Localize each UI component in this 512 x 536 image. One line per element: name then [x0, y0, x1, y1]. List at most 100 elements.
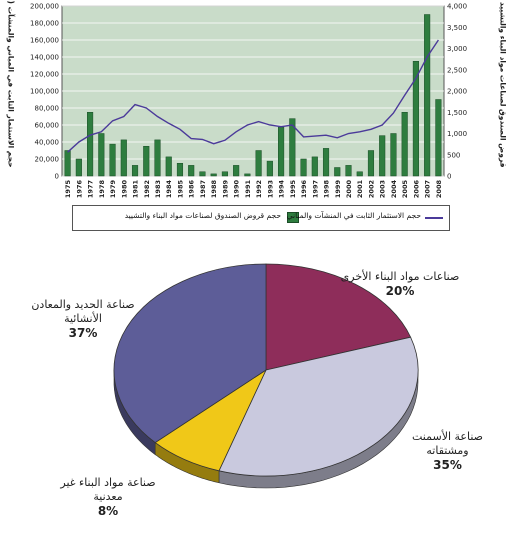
pie-label-iron-pct: 37%: [68, 326, 98, 340]
bar: [379, 135, 386, 177]
legend-swatch-line: [425, 217, 443, 219]
bar: [143, 146, 150, 177]
combo-legend: حجم قروض الصندوق لصناعات مواد البناء وال…: [72, 205, 450, 231]
bar: [109, 143, 116, 177]
x-tick-label: 1992: [255, 180, 263, 198]
y-right-tick-label: 2,500: [447, 66, 467, 74]
bar: [131, 165, 139, 177]
x-tick-label: 1995: [289, 180, 297, 199]
y-right-tick-label: 4,000: [447, 3, 467, 11]
bar: [334, 167, 341, 177]
x-tick-label: 1999: [334, 180, 342, 199]
bar: [412, 61, 419, 177]
x-tick-label: 2007: [424, 180, 432, 198]
x-tick-label: 2006: [412, 180, 420, 199]
y-left-tick-label: 60,000: [35, 122, 60, 130]
x-tick-label: 1991: [244, 180, 252, 199]
y-left-tick-label: 0: [55, 173, 59, 181]
y-right-axis-title: قروض الصندوق لصناعات مواد البناء والتشيي…: [498, 0, 508, 168]
y-left-tick-label: 40,000: [35, 139, 60, 147]
bar: [266, 160, 273, 177]
bar: [322, 148, 330, 177]
y-left-tick-label: 160,000: [30, 37, 59, 45]
y-right-tick-label: 1,000: [447, 130, 467, 138]
pie-label-other-pct: 20%: [385, 284, 415, 298]
x-tick-label: 1996: [300, 180, 308, 199]
bar: [255, 150, 262, 177]
pie-label-iron: صناعة الحديد والمعادن الأنشائية 37%: [18, 298, 148, 340]
x-tick-label: 2003: [379, 180, 387, 198]
y-left-tick-label: 20,000: [35, 156, 60, 164]
pie-label-iron-text: صناعة الحديد والمعادن الأنشائية: [31, 298, 135, 325]
bar: [199, 171, 206, 177]
bar: [278, 126, 285, 177]
bar: [244, 173, 251, 177]
x-tick-label: 1982: [143, 180, 151, 198]
x-tick-label: 2002: [367, 180, 375, 198]
bar: [356, 171, 363, 177]
pie-chart: صناعات مواد البناء الأخرى 20% صناعة الأس…: [0, 240, 512, 532]
y-left-tick-label: 180,000: [30, 20, 59, 28]
combo-chart: 0 20,000 40,000 60,000 80,000 100,000 120,000 1…: [0, 0, 512, 232]
pie-label-cement: صناعة الأسمنت ومشتقاته 35%: [400, 430, 495, 472]
bar: [311, 156, 318, 177]
line-series: [67, 39, 439, 153]
x-tick-label: 1990: [233, 180, 241, 199]
pie-label-nonmetal: صناعة مواد البناء غير معدنية 8%: [48, 476, 168, 518]
bar: [221, 171, 228, 177]
x-tick-label: 1977: [87, 180, 95, 198]
bar: [87, 112, 94, 177]
x-tick-label: 1986: [188, 180, 196, 199]
x-tick-label: 1993: [266, 180, 274, 198]
pie-label-cement-pct: 35%: [433, 458, 462, 472]
x-tick-label: 1975: [64, 180, 72, 199]
pie-slice: [113, 263, 267, 444]
x-tick-label: 1985: [176, 180, 184, 199]
x-tick-label: 1976: [75, 180, 83, 199]
bar: [390, 133, 397, 177]
x-tick-label: 2008: [435, 180, 443, 199]
legend-item-bar: حجم قروض الصندوق لصناعات مواد البناء وال…: [124, 211, 281, 220]
bar: [210, 173, 217, 177]
combo-chart-svg: 0 20,000 40,000 60,000 80,000 100,000 120,000 1…: [30, 3, 467, 199]
pie-slice: [265, 263, 412, 371]
y-right-tick-label: 3,000: [447, 45, 467, 53]
bar: [401, 112, 408, 177]
x-tick-label: 1981: [132, 180, 140, 199]
y-left-tick-label: 120,000: [30, 71, 59, 79]
bar: [435, 99, 442, 177]
x-tick-label: 1979: [109, 180, 117, 199]
bar: [300, 158, 307, 177]
x-tick-label: 1987: [199, 180, 207, 198]
legend-item-line: حجم الاستثمار الثابت في المنشآت والمباني: [286, 211, 421, 220]
bar: [98, 133, 105, 177]
x-tick-label: 1998: [323, 180, 331, 199]
pie-label-nonmetal-text: صناعة مواد البناء غير معدنية: [60, 476, 156, 503]
pie-label-cement-text: صناعة الأسمنت ومشتقاته: [412, 430, 483, 457]
y-left-axis-title: حجم الاستثمار الثابت في المباني والمنشآت…: [6, 0, 16, 168]
bar: [120, 139, 127, 177]
x-tick-label: 1983: [154, 180, 162, 198]
bar: [345, 165, 352, 177]
legend-swatch-bar: [287, 212, 299, 223]
y-right-tick-label: 3,500: [447, 24, 467, 32]
pie-slice: [218, 336, 419, 477]
bar: [188, 165, 195, 177]
x-tick-label: 2005: [401, 180, 409, 199]
bar: [165, 156, 172, 177]
y-right-tick-label: 0: [447, 173, 451, 181]
bar: [233, 165, 240, 177]
pie-label-nonmetal-pct: 8%: [97, 504, 119, 518]
bar: [75, 158, 82, 177]
y-right-tick-label: 500: [447, 151, 460, 159]
bar: [367, 150, 375, 177]
x-tick-label: 1988: [210, 180, 218, 199]
pie-chart-svg: [113, 263, 419, 489]
bar: [176, 163, 184, 177]
x-tick-label: 1989: [221, 180, 229, 199]
y-left-tick-label: 80,000: [35, 105, 60, 113]
y-right-tick-label: 1,500: [447, 109, 467, 117]
x-tick-label: 2004: [390, 180, 398, 199]
y-right-tick-label: 2,000: [447, 88, 467, 96]
y-left-tick-label: 100,000: [30, 88, 59, 96]
